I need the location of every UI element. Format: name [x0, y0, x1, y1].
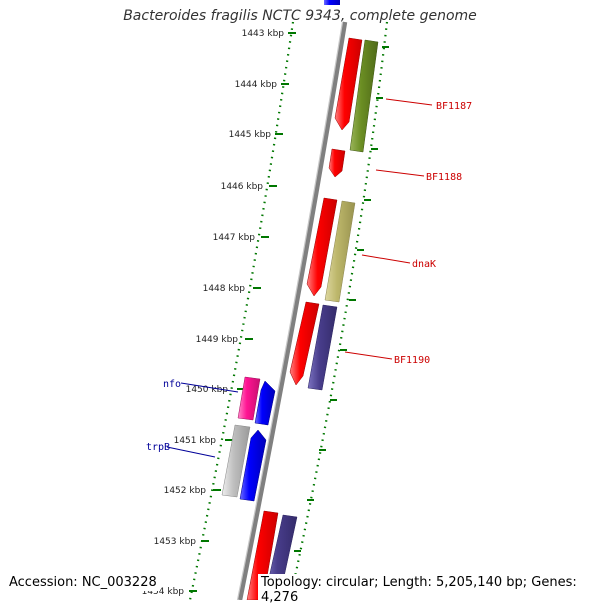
gene-feature-bf1190[interactable] [307, 304, 338, 391]
tick-label-1453: 1453 kbp [154, 537, 197, 547]
accession-text: Accession: NC_003228 [6, 574, 160, 591]
tick-marks [189, 32, 296, 592]
gene-feature-bf1187[interactable] [349, 39, 379, 153]
gene-feature-bf1190-cds[interactable] [289, 301, 320, 386]
gene-label-bf1187[interactable]: BF1187 [436, 101, 472, 112]
leader-bf1190 [344, 351, 393, 360]
leader-bf1187 [385, 98, 433, 106]
gene-label-bf1190[interactable]: BF1190 [394, 355, 430, 366]
gene-label-dnaK[interactable]: dnaK [412, 259, 436, 270]
tick-label-1447: 1447 kbp [213, 233, 256, 243]
leader-nfo [180, 382, 239, 393]
genome-summary-text: Topology: circular; Length: 5,205,140 bp… [258, 574, 600, 606]
tick-label-1445: 1445 kbp [229, 130, 272, 140]
backbone-highlight [236, 21, 344, 600]
gene-labels: BF1187 BF1188 dnaK BF1190 nfo trpB [146, 101, 472, 453]
outer-dotted-track [288, 21, 389, 600]
genome-backbone [237, 21, 348, 600]
gene-feature-dnaK[interactable] [324, 200, 356, 303]
gene-label-bf1188[interactable]: BF1188 [426, 172, 462, 183]
gene-label-trpB[interactable]: trpB [146, 442, 170, 453]
gene-feature-bottom-red[interactable] [246, 510, 279, 600]
gene-feature-trpB-gray[interactable] [221, 424, 251, 498]
leader-bf1188 [375, 169, 425, 177]
tick-label-1450: 1450 kbp [186, 385, 229, 395]
tick-label-1446: 1446 kbp [221, 182, 264, 192]
gene-label-nfo[interactable]: nfo [163, 379, 181, 390]
tick-label-1451: 1451 kbp [174, 436, 217, 446]
gene-feature-dnaK-cds[interactable] [306, 197, 338, 297]
tick-label-1452: 1452 kbp [164, 486, 207, 496]
gene-feature-bf1188[interactable] [328, 148, 346, 178]
label-leaders [166, 98, 433, 458]
tick-label-1448: 1448 kbp [203, 284, 246, 294]
tick-label-1454: 1454 kbp [142, 587, 185, 597]
tick-label-1449: 1449 kbp [196, 335, 239, 345]
gene-feature-bf1187-cds[interactable] [334, 37, 363, 131]
tick-label-1443: 1443 kbp [242, 29, 285, 39]
gene-feature-top-partial[interactable] [324, 0, 340, 5]
outer-ticks [294, 46, 389, 552]
gene-feature-trpB[interactable] [239, 429, 267, 502]
gene-feature-nfo[interactable] [254, 380, 276, 426]
inner-dotted-track [188, 21, 295, 600]
leader-dnaK [361, 254, 411, 264]
tick-labels: 1443 kbp 1444 kbp 1445 kbp 1446 kbp 1447… [142, 29, 285, 597]
map-title: Bacteroides fragilis NCTC 9343, complete… [123, 8, 477, 24]
gene-feature-nfo-magenta[interactable] [237, 376, 261, 421]
leader-trpB [166, 446, 216, 458]
tick-label-1444: 1444 kbp [235, 80, 278, 90]
